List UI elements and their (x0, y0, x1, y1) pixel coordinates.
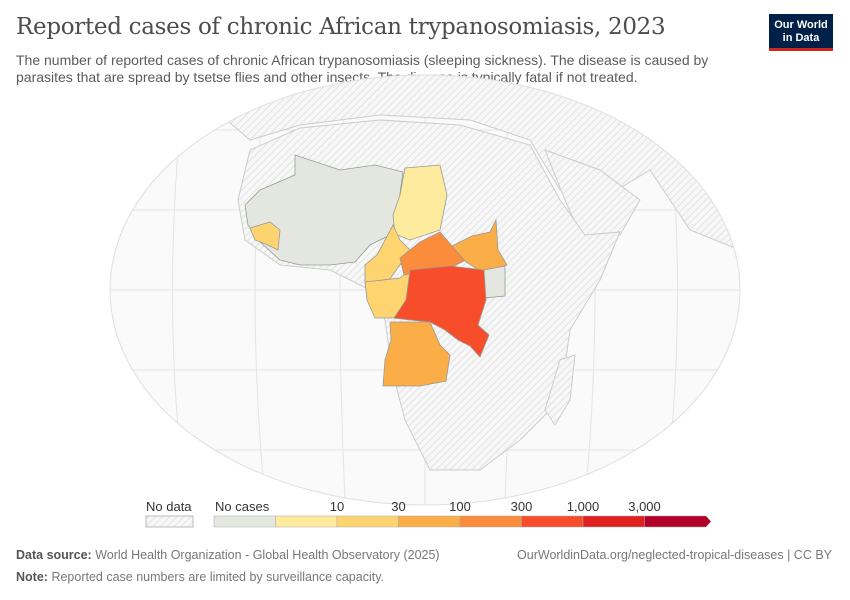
legend-tick-label: 300 (510, 499, 533, 514)
legend-tick-label: 100 (449, 499, 471, 514)
region-dr-congo[interactable] (393, 265, 490, 358)
note: Note: Reported case numbers are limited … (16, 570, 384, 584)
region-chad[interactable] (392, 164, 448, 241)
legend-tick-label: 1,000 (566, 499, 600, 514)
chart-title: Reported cases of chronic African trypan… (16, 14, 666, 40)
region-angola[interactable] (382, 321, 451, 387)
legend-bin-4[interactable] (459, 515, 522, 528)
region-south-sudan[interactable] (451, 218, 508, 273)
legend-bin-0[interactable] (213, 515, 276, 528)
eurasia-no-data (199, 75, 740, 251)
owid-logo[interactable]: Our World in Data (769, 14, 833, 51)
legend-tick-label: 3,000 (628, 499, 661, 514)
legend-no-cases-label: No cases (215, 499, 270, 514)
legend-no-data-label: No data (146, 499, 192, 514)
arabia-no-data (544, 149, 641, 246)
madagascar-no-data (544, 354, 576, 426)
legend-bin-1[interactable] (275, 515, 338, 528)
legend-bin-7[interactable] (644, 515, 712, 528)
region-uganda[interactable] (483, 265, 506, 299)
legend-tick-label: 30 (391, 499, 406, 514)
legend-bin-6[interactable] (582, 515, 645, 528)
region-guinea[interactable] (249, 221, 281, 251)
owid-url-link[interactable]: OurWorldinData.org/neglected-tropical-di… (517, 548, 832, 562)
legend (145, 515, 712, 528)
legend-bin-2[interactable] (336, 515, 399, 528)
legend-bin-5[interactable] (521, 515, 584, 528)
data-source: Data source: World Health Organization -… (16, 548, 440, 562)
legend-no-data-swatch[interactable] (145, 515, 194, 528)
data-source-link[interactable]: World Health Organization - Global Healt… (95, 548, 440, 562)
legend-tick-label: 10 (329, 499, 345, 514)
legend-bin-3[interactable] (398, 515, 461, 528)
